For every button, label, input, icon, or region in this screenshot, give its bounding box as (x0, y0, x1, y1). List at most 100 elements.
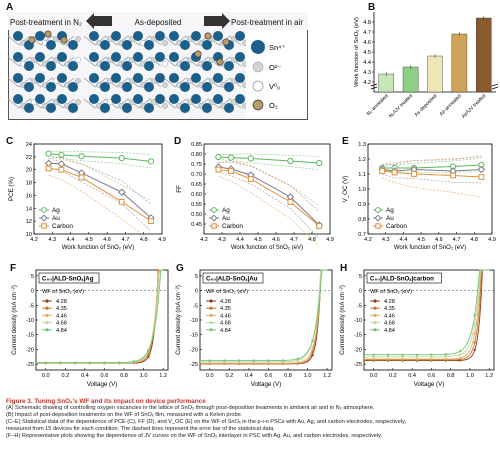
sn-atom (68, 82, 78, 92)
sn-atom (169, 52, 179, 62)
x-axis-label: Work function of SnO₂ (eV) (394, 245, 466, 251)
sn-atom (89, 73, 99, 83)
sn-atom (24, 82, 34, 92)
sn-atom (35, 94, 45, 104)
x-tick-label: 4.4 (67, 237, 75, 243)
legend-marker (211, 223, 217, 229)
o2-molecule (216, 58, 224, 66)
y-tick-label: 5 (359, 274, 362, 280)
x-tick-label: 4.9 (158, 237, 166, 243)
sn-atom (46, 61, 56, 71)
sn-atom (191, 31, 201, 41)
data-point (227, 154, 235, 161)
x-tick-label: 4.8 (470, 237, 478, 243)
data-point (58, 151, 65, 159)
y-tick-label: -15 (26, 333, 34, 339)
device-stack-box (202, 272, 264, 284)
data-point (477, 165, 486, 174)
sn-atom (155, 94, 165, 104)
jv-marker (401, 355, 404, 358)
axis-break (491, 83, 499, 90)
jv-marker (415, 355, 419, 358)
legend-marker (210, 214, 218, 222)
jv-marker (415, 357, 419, 361)
device-stack-label: C₆₀|ALD-SnOₓ|Ag (42, 276, 94, 283)
sn-atom (144, 40, 154, 50)
jv-marker (459, 353, 462, 356)
legend-label: Ag (222, 207, 230, 214)
y-tick-label: 5 (195, 274, 198, 280)
error-band-upper (218, 160, 320, 206)
x-tick-label: 0.4 (245, 373, 253, 379)
jv-marker (208, 359, 211, 362)
oxygen-atom (162, 40, 168, 46)
bar (378, 73, 394, 93)
jv-marker (132, 360, 135, 363)
jv-marker (444, 357, 448, 361)
sn-atom (89, 31, 99, 41)
sn-atom (57, 94, 67, 104)
sn-atom (213, 94, 223, 104)
legend-vo-label: V⁰ₒ (269, 82, 280, 91)
sn-atom (68, 103, 78, 113)
x-tick-label: 0.0 (206, 373, 214, 379)
data-point (78, 174, 85, 181)
x-tick-label: 1.2 (323, 373, 331, 379)
jv-marker (311, 347, 314, 350)
y-tick-label: 16 (26, 193, 32, 199)
data-point (45, 165, 52, 172)
caption-title: Figure 3. Tuning SnOₓ's WF and its impac… (6, 398, 206, 405)
panel-h-jv-chart: 0.0 0.2 0.4 0.6 0.8 1.0 1.2 -25 -20 -15 -10 -5 0 5 Vol… (340, 269, 495, 388)
x-tick-label: 0.2 (389, 373, 397, 379)
sn-atom (46, 40, 56, 50)
legend-marker (45, 306, 49, 310)
x-axis-label: Voltage (V) (87, 381, 118, 388)
legend-marker (45, 321, 49, 325)
legend-label: Au (386, 215, 394, 222)
data-point (148, 218, 154, 225)
legend-label: 4.46 (56, 313, 67, 319)
jv-marker (223, 359, 226, 362)
y-tick-label: 0 (31, 289, 34, 295)
sn-atom (24, 61, 34, 71)
error-band-upper (48, 151, 152, 155)
bar (427, 55, 443, 93)
sn-atom (224, 82, 234, 92)
legend-marker (373, 299, 377, 303)
x-tick-label: 0.0 (370, 373, 378, 379)
panel-d-letter: D (174, 136, 182, 147)
legend-label: 4.35 (384, 306, 395, 312)
sn-atom (180, 61, 190, 71)
sn-atom (155, 73, 165, 83)
sn-atom (155, 52, 165, 62)
x-tick-label: 4.8 (308, 237, 316, 243)
legend-marker (209, 313, 213, 317)
y-tick-label: 1.3 (358, 142, 366, 148)
legend-label: Carbon (52, 223, 73, 230)
sn-atom (180, 82, 190, 92)
x-axis-label: Voltage (V) (414, 381, 445, 388)
y-tick-label: 14 (26, 206, 32, 212)
y-tick-label: -5 (29, 303, 34, 309)
data-point (215, 166, 222, 173)
y-tick-label: 0.55 (191, 202, 202, 208)
bar (451, 33, 468, 93)
error-band-lower (218, 158, 320, 171)
caption-line: (C–E) Statistical data of the dependence… (6, 419, 406, 426)
sn-atom (57, 52, 67, 62)
label-post-air: Post-treatment in air (231, 18, 303, 27)
panel-e-letter: E (342, 136, 349, 147)
x-tick-label: 1.0 (140, 373, 148, 379)
error-band-lower (48, 174, 152, 242)
data-point (450, 172, 456, 179)
x-tick-label: 4.4 (400, 237, 408, 243)
jv-curve-4.84 (36, 269, 164, 364)
panel-c-letter: C (6, 136, 14, 147)
sn-atom (169, 31, 179, 41)
x-tick-label: 4.9 (326, 237, 334, 243)
axis-break (370, 83, 378, 90)
error-band-lower (218, 176, 320, 247)
jv-marker (372, 353, 375, 356)
legend-marker (41, 223, 47, 229)
error-band-lower (48, 167, 152, 232)
